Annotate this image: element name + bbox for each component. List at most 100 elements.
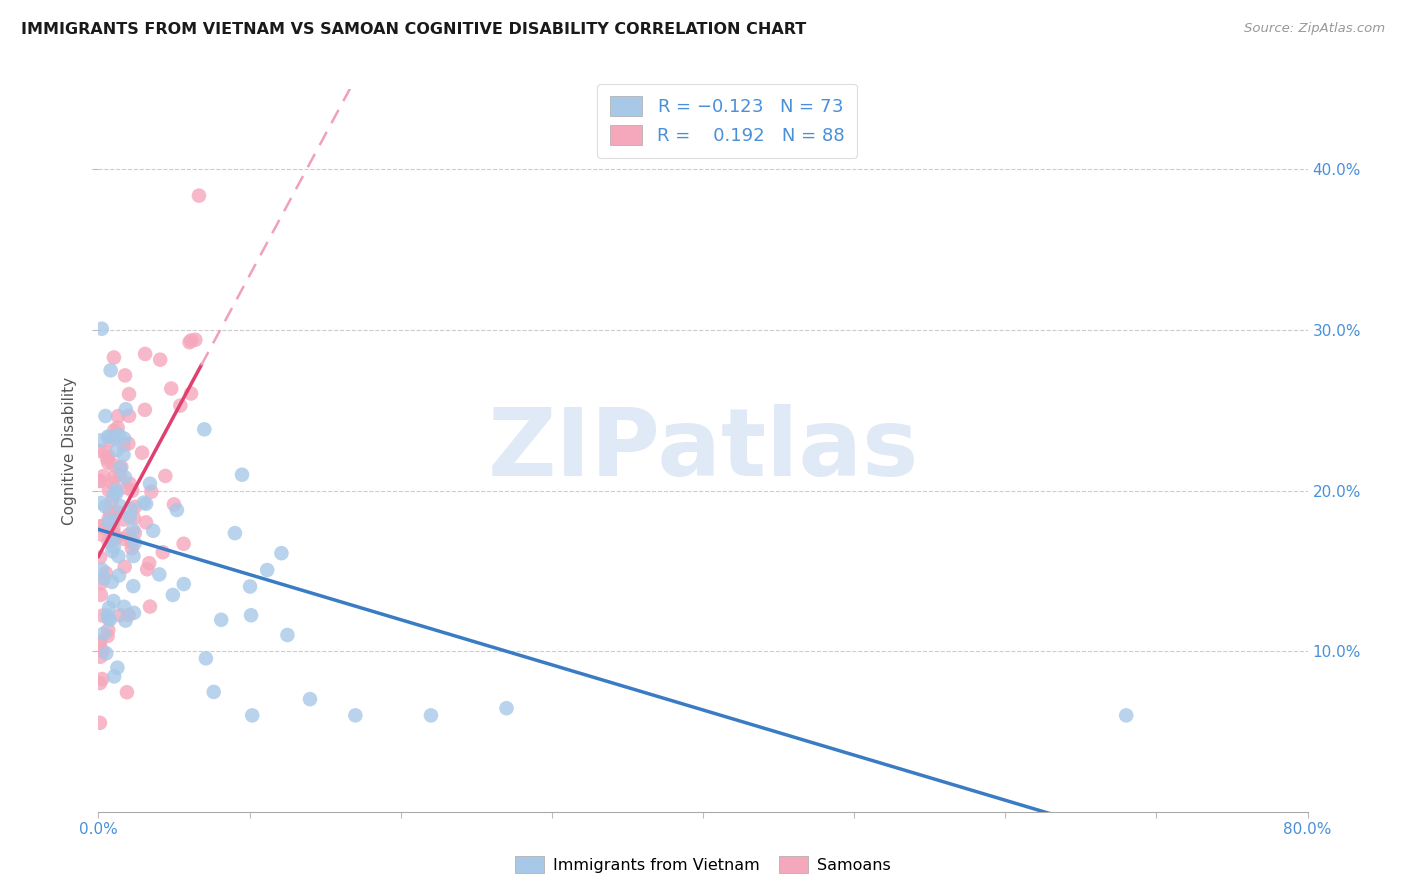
Point — [169, 399, 191, 413]
Point — [122, 511, 145, 525]
Point — [89, 474, 111, 488]
Point — [91, 672, 114, 686]
Point — [90, 527, 112, 541]
Point — [122, 523, 145, 537]
Point — [103, 431, 125, 445]
Point — [93, 571, 115, 585]
Point — [105, 660, 128, 674]
Point — [107, 549, 129, 564]
Point — [149, 352, 172, 367]
Point — [135, 497, 157, 511]
Point — [105, 531, 128, 545]
Point — [91, 608, 114, 623]
Point — [141, 484, 163, 499]
Point — [103, 458, 125, 472]
Point — [124, 500, 146, 514]
Point — [94, 522, 117, 536]
Point — [240, 608, 263, 623]
Point — [173, 577, 195, 591]
Point — [103, 533, 125, 547]
Point — [89, 550, 111, 565]
Point — [110, 459, 132, 474]
Point — [97, 450, 120, 464]
Point — [107, 420, 129, 434]
Point — [179, 335, 201, 350]
Point — [94, 566, 117, 580]
Point — [124, 536, 146, 550]
Point — [96, 451, 118, 466]
Point — [98, 524, 121, 538]
Point — [209, 613, 232, 627]
Point — [495, 701, 517, 715]
Point — [118, 387, 141, 401]
Point — [114, 368, 136, 383]
Point — [163, 497, 186, 511]
Point — [132, 496, 155, 510]
Point — [94, 445, 117, 459]
Point — [90, 519, 112, 533]
Point — [194, 651, 217, 665]
Point — [1115, 708, 1137, 723]
Point — [136, 562, 159, 576]
Point — [270, 546, 292, 560]
Point — [135, 516, 157, 530]
Point — [188, 188, 211, 202]
Point — [114, 470, 136, 484]
Point — [121, 483, 143, 498]
Point — [299, 692, 322, 706]
Point — [101, 544, 124, 558]
Point — [162, 588, 184, 602]
Point — [89, 474, 111, 488]
Point — [180, 386, 202, 401]
Point — [134, 347, 156, 361]
Point — [93, 626, 115, 640]
Point — [97, 429, 120, 443]
Point — [89, 676, 111, 690]
Point — [256, 563, 278, 577]
Point — [89, 434, 111, 448]
Point — [94, 409, 117, 423]
Point — [103, 423, 125, 437]
Point — [122, 606, 145, 620]
Point — [97, 511, 120, 525]
Point — [139, 476, 162, 491]
Point — [121, 541, 143, 556]
Point — [117, 436, 139, 450]
Point — [105, 443, 128, 458]
Point — [90, 576, 112, 591]
Point — [98, 505, 121, 519]
Point — [105, 483, 128, 498]
Point — [160, 382, 183, 396]
Point — [108, 568, 131, 582]
Point — [139, 599, 162, 614]
Point — [118, 476, 141, 491]
Point — [91, 644, 114, 658]
Point — [142, 524, 165, 538]
Point — [90, 496, 112, 510]
Point — [90, 563, 112, 577]
Point — [103, 470, 125, 484]
Point — [90, 588, 112, 602]
Point — [89, 443, 111, 458]
Point — [108, 428, 131, 442]
Point — [89, 715, 111, 730]
Point — [90, 322, 112, 336]
Point — [94, 500, 117, 514]
Point — [121, 535, 143, 549]
Point — [115, 481, 138, 495]
Point — [103, 594, 125, 608]
Point — [148, 567, 170, 582]
Point — [97, 612, 120, 626]
Point — [98, 430, 121, 444]
Point — [96, 646, 118, 660]
Point — [101, 513, 124, 527]
Point — [202, 685, 225, 699]
Point — [98, 434, 121, 448]
Point — [110, 461, 132, 475]
Y-axis label: Cognitive Disability: Cognitive Disability — [62, 376, 77, 524]
Point — [112, 532, 135, 546]
Point — [180, 334, 202, 348]
Point — [224, 526, 246, 541]
Point — [101, 476, 124, 491]
Point — [89, 649, 111, 664]
